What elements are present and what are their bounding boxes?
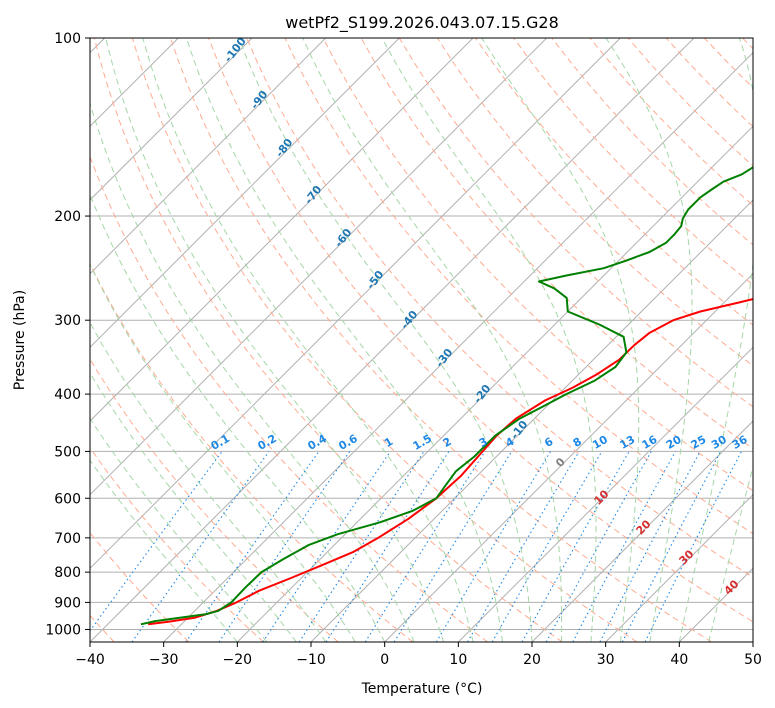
- moist-adiabat-line: [90, 372, 297, 642]
- dry-adiabat-line: [90, 446, 264, 642]
- dewpoint-profile-line: [140, 166, 753, 626]
- isotherm-line: [90, 38, 474, 422]
- dry-adiabat-line: [131, 38, 638, 642]
- moist-adiabat-line: [238, 38, 533, 642]
- x-tick-label: −30: [149, 652, 179, 668]
- isotherm-line: [531, 420, 753, 642]
- dry-adiabat-line: [475, 38, 753, 326]
- y-axis-label: Pressure (hPa): [12, 290, 28, 390]
- dry-adiabat-line: [513, 38, 753, 286]
- mixing-ratio-line: [435, 451, 552, 642]
- isotherm-line: [90, 38, 253, 201]
- x-tick-label: 30: [597, 652, 615, 668]
- mixing-ratio-line: [218, 451, 351, 642]
- isotherm-line: [90, 38, 548, 496]
- y-tick-label: 100: [54, 31, 81, 47]
- moist-adiabat-line: [90, 263, 356, 642]
- y-tick-label: 500: [54, 444, 81, 460]
- moist-adiabat-line: [142, 38, 474, 642]
- y-tick-label: 900: [54, 595, 81, 611]
- x-tick-label: 0: [380, 652, 389, 668]
- moist-adiabat-line: [381, 38, 597, 642]
- mixing-ratio-line: [467, 451, 580, 642]
- x-tick-label: −40: [75, 652, 105, 668]
- isotherm-line: [384, 272, 753, 642]
- isotherm-line: [605, 493, 753, 642]
- moist-adiabat-line: [90, 321, 327, 642]
- x-tick-label: −20: [223, 652, 253, 668]
- moist-adiabat-line: [90, 101, 415, 642]
- dry-adiabat-line: [246, 38, 753, 578]
- dry-adiabat-line: [93, 38, 563, 642]
- x-tick-label: 40: [670, 652, 688, 668]
- mixing-ratio-line: [298, 451, 425, 642]
- moist-adiabat-line: [186, 38, 503, 642]
- y-tick-label: 400: [54, 387, 81, 403]
- mixing-ratio-line: [393, 451, 513, 642]
- isotherm-line: [457, 346, 753, 642]
- isotherm-line: [236, 125, 753, 642]
- mixing-ratio-line: [185, 451, 320, 642]
- moist-adiabat-line: [90, 459, 238, 642]
- moist-adiabat-line: [678, 38, 753, 642]
- mixing-ratio-line: [325, 451, 450, 642]
- x-tick-label: 10: [449, 652, 467, 668]
- y-tick-label: 800: [54, 565, 81, 581]
- mixing-ratio-line: [644, 451, 742, 642]
- x-tick-label: −10: [296, 652, 326, 668]
- isotherm-line: [163, 51, 753, 642]
- mixing-ratio-line: [364, 451, 486, 642]
- mixing-ratio-line: [572, 451, 676, 642]
- mixing-ratio-line: [131, 451, 270, 642]
- isotherm-line: [90, 38, 695, 642]
- y-tick-label: 200: [54, 209, 81, 225]
- y-tick-label: 300: [54, 313, 81, 329]
- x-tick-label: 20: [523, 652, 541, 668]
- dry-adiabat-line: [322, 38, 753, 492]
- y-tick-label: 1000: [45, 622, 81, 638]
- moist-adiabat-line: [105, 38, 445, 642]
- mixing-ratio-line: [262, 451, 391, 642]
- y-tick-label: 600: [54, 491, 81, 507]
- x-tick-label: 50: [744, 652, 762, 668]
- x-axis-label: Temperature (°C): [361, 681, 483, 697]
- plot-frame: [89, 37, 754, 643]
- isotherm-line: [90, 38, 400, 349]
- moist-adiabat-line: [708, 465, 753, 642]
- dry-adiabat-line: [170, 38, 712, 642]
- dry-adiabat-line: [90, 262, 414, 642]
- moist-adiabat-line: [90, 193, 386, 642]
- moist-adiabat-line: [481, 38, 640, 642]
- moist-adiabat-line: [302, 38, 563, 642]
- isotherm-line: [90, 38, 621, 570]
- chart-title: wetPf2_S199.2026.043.07.15.G28: [285, 13, 559, 33]
- mixing-ratio-line: [545, 451, 652, 642]
- dry-adiabat-line: [284, 38, 753, 535]
- y-tick-label: 700: [54, 531, 81, 547]
- moist-adiabat-line: [605, 38, 693, 642]
- isotherm-line: [90, 38, 327, 275]
- dry-adiabat-line: [208, 38, 753, 623]
